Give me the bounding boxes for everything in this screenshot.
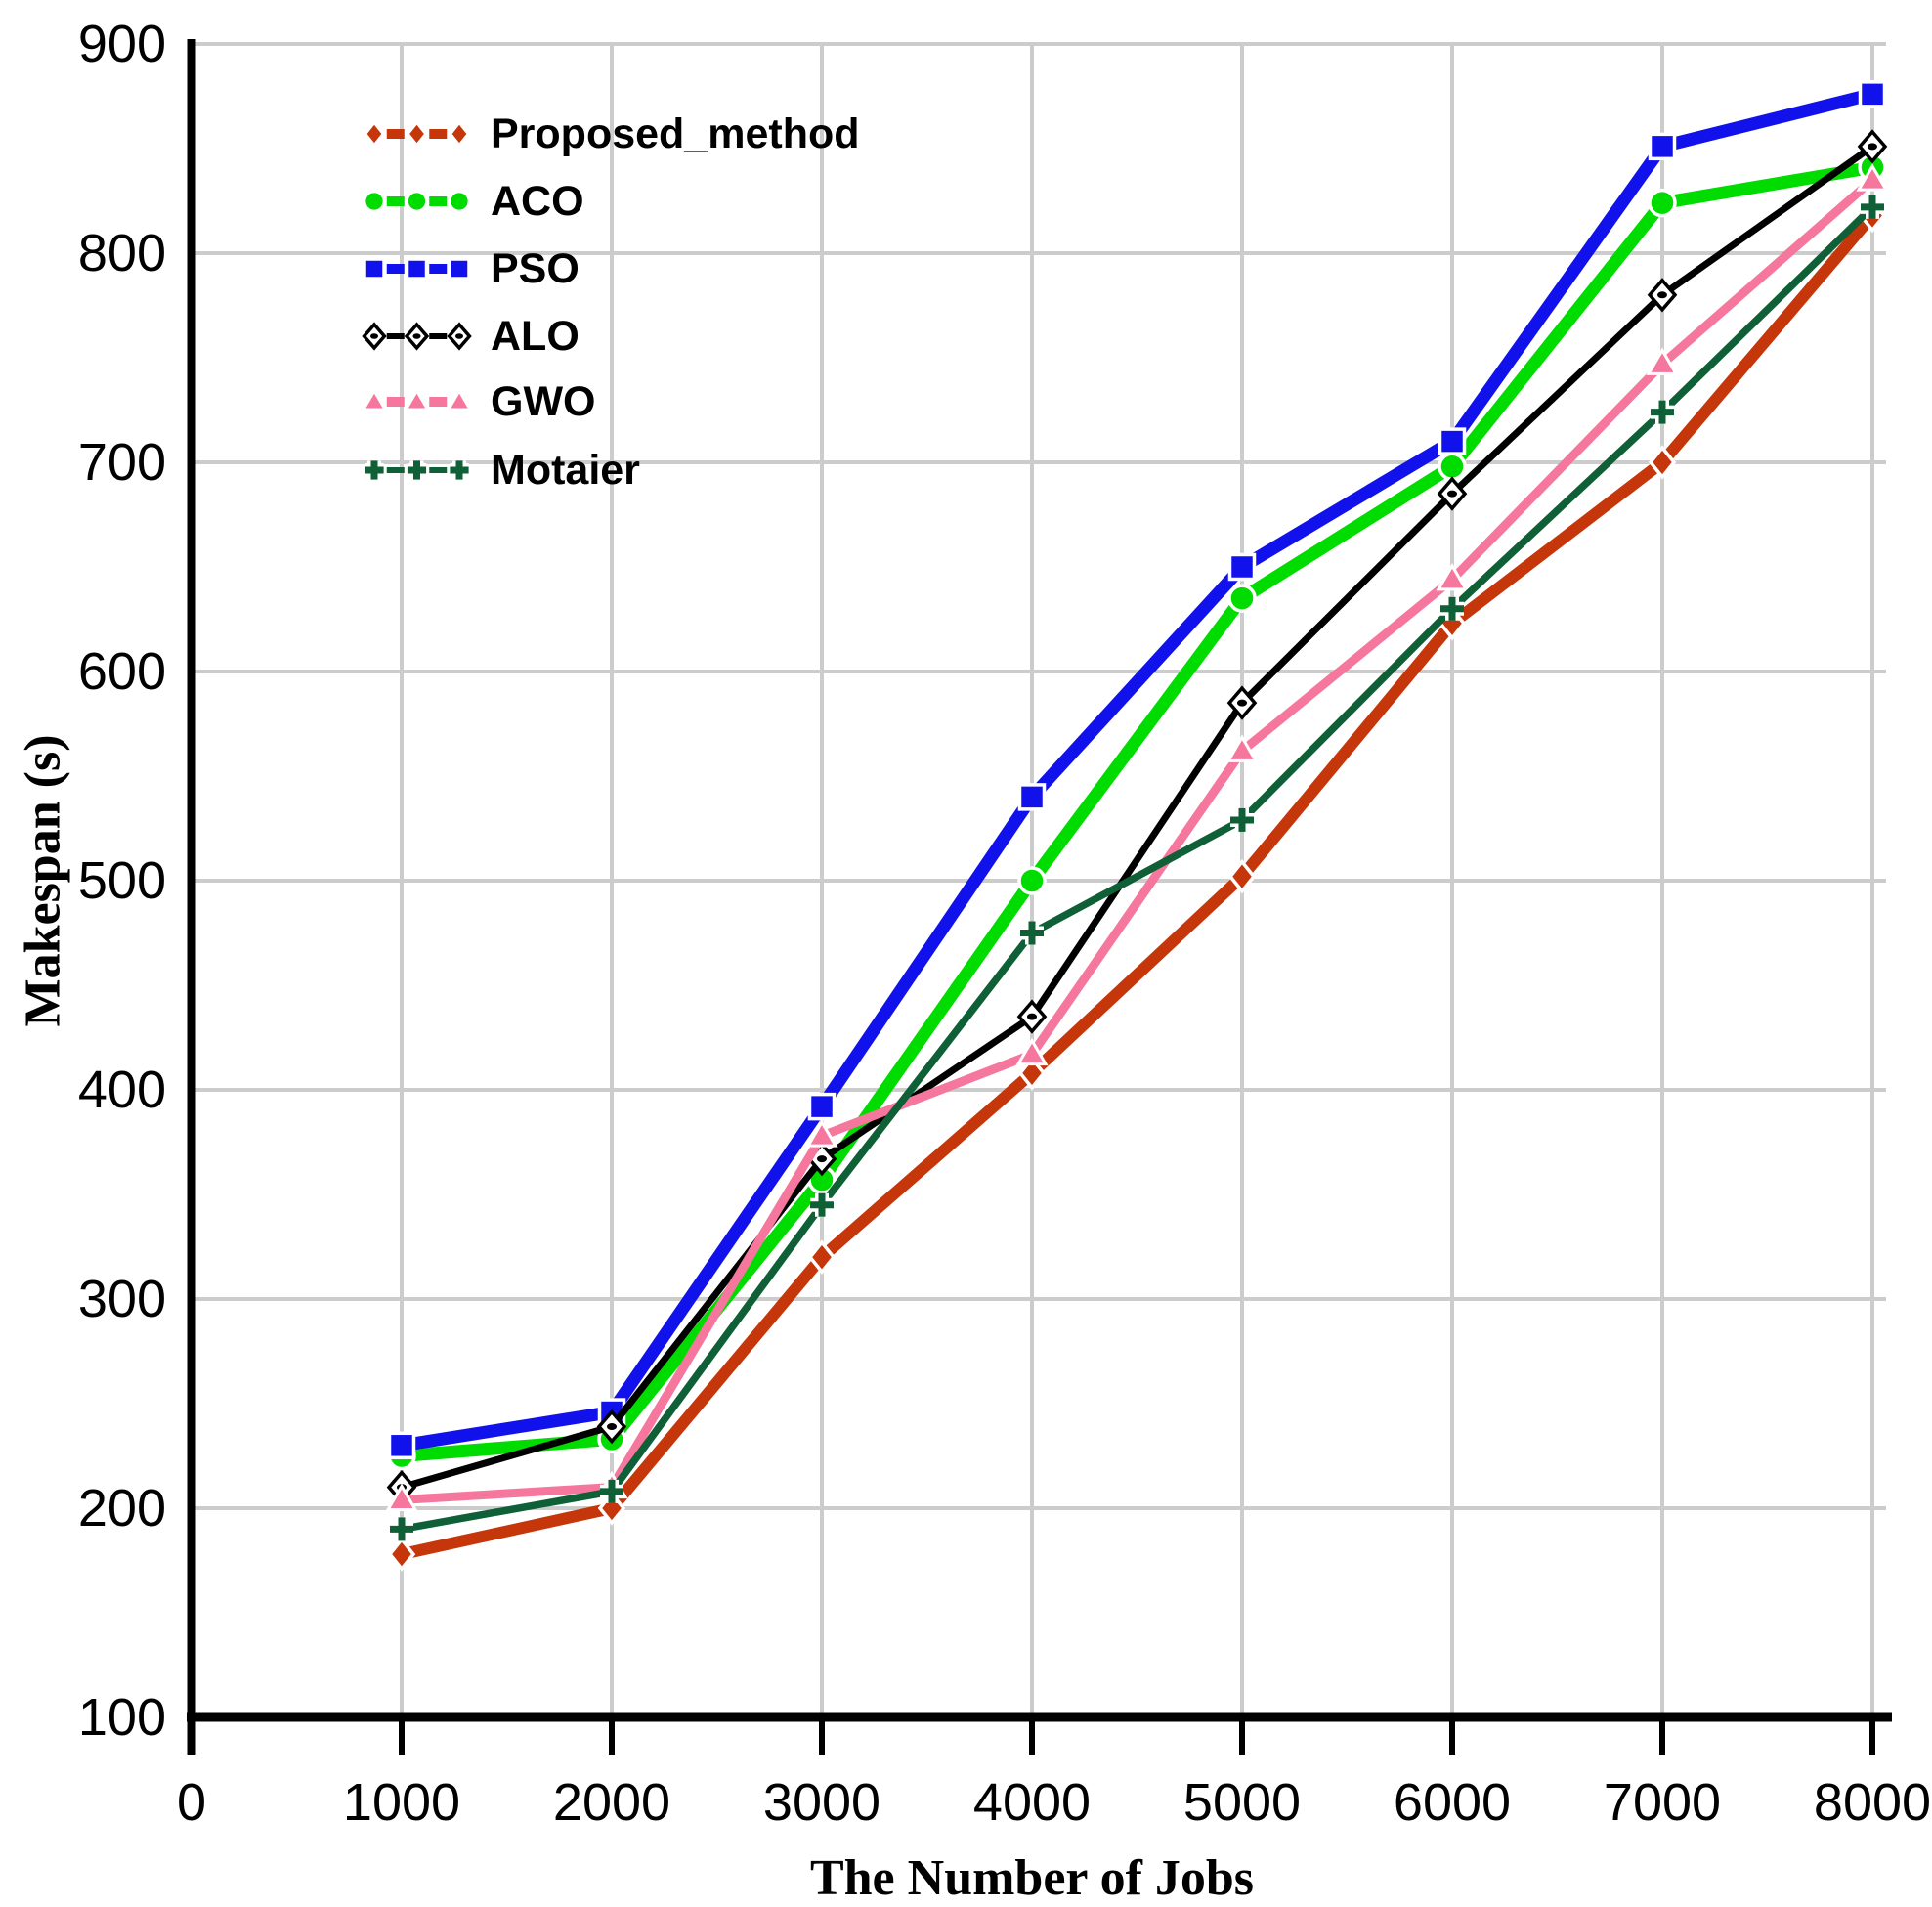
marker-square <box>807 1092 837 1121</box>
marker-diamond <box>1227 858 1257 894</box>
legend-label-PSO: PSO <box>491 245 580 292</box>
legend-label-GWO: GWO <box>491 378 595 425</box>
marker-diamond <box>387 1537 416 1572</box>
x-tick-label: 4000 <box>973 1773 1091 1832</box>
marker-circle <box>447 189 472 214</box>
marker-square <box>387 1431 416 1460</box>
x-tick-label: 5000 <box>1183 1773 1301 1832</box>
marker-circle <box>362 189 387 214</box>
series-GWO <box>385 163 1889 1511</box>
marker-triangle <box>1856 163 1889 192</box>
marker-circle <box>1438 452 1467 482</box>
legend-label-ACO: ACO <box>491 178 584 225</box>
legend-item-PSO: PSO <box>363 245 580 292</box>
y-tick-label: 600 <box>78 642 166 701</box>
marker-square <box>1438 427 1467 455</box>
marker-triangle <box>361 387 388 412</box>
series-line-GWO <box>401 176 1875 1504</box>
marker-square <box>1017 783 1047 811</box>
x-tick-label: 6000 <box>1394 1773 1511 1832</box>
x-tick-label: 7000 <box>1604 1773 1721 1832</box>
marker-triangle <box>1225 734 1259 762</box>
marker-dot <box>817 1155 827 1163</box>
series-line-ALO <box>401 144 1875 1491</box>
legend-item-ACO: ACO <box>362 178 584 225</box>
marker-triangle <box>1436 562 1469 591</box>
series-line-Proposed_method <box>400 211 1877 1560</box>
x-tick-label: 1000 <box>343 1773 460 1832</box>
y-tick-label: 200 <box>78 1479 166 1538</box>
marker-dot <box>607 1423 617 1431</box>
y-tick-label: 900 <box>78 15 166 73</box>
legend-label-Proposed_method: Proposed_method <box>491 110 860 157</box>
series-line-ACO <box>401 160 1874 1462</box>
x-tick-label: 2000 <box>553 1773 670 1832</box>
marker-triangle <box>1646 347 1679 375</box>
y-tick-label: 800 <box>78 224 166 282</box>
x-tick-label: 8000 <box>1814 1773 1931 1832</box>
y-tick-label: 300 <box>78 1270 166 1328</box>
marker-square <box>448 257 471 281</box>
marker-dot <box>455 333 463 339</box>
series-line-PSO <box>400 88 1874 1452</box>
y-tick-label: 100 <box>78 1688 166 1747</box>
marker-circle <box>1648 188 1677 218</box>
marker-diamond <box>807 1239 837 1276</box>
y-tick-label: 500 <box>78 851 166 910</box>
marker-dot <box>1237 699 1247 707</box>
legend-item-GWO: GWO <box>361 378 595 425</box>
marker-diamond <box>405 119 429 149</box>
legend-item-ALO: ALO <box>362 313 580 360</box>
marker-dot <box>1447 490 1457 498</box>
series-Motaier <box>390 195 1884 1541</box>
marker-dot <box>370 333 378 339</box>
marker-square <box>1648 132 1677 161</box>
marker-square <box>363 257 386 281</box>
marker-dot <box>1027 1013 1037 1020</box>
marker-triangle <box>1015 1037 1049 1066</box>
marker-diamond <box>448 119 471 149</box>
series-line-Motaier <box>401 204 1875 1534</box>
marker-square <box>1858 80 1887 108</box>
marker-circle <box>1227 584 1257 613</box>
x-tick-label: 0 <box>177 1773 206 1832</box>
legend-item-Proposed_method: Proposed_method <box>363 110 860 157</box>
marker-triangle <box>385 1483 418 1511</box>
legend-label-Motaier: Motaier <box>491 447 640 494</box>
marker-square <box>405 257 429 281</box>
marker-diamond <box>363 119 386 149</box>
marker-dot <box>412 333 421 339</box>
marker-dot <box>1657 291 1667 299</box>
marker-triangle <box>805 1119 838 1148</box>
y-tick-label: 400 <box>78 1061 166 1119</box>
marker-triangle <box>446 387 473 412</box>
legend: Proposed_method ACO PSO ALO GWO Motaier <box>361 110 860 494</box>
y-axis-title: Makespan (s) <box>15 734 71 1027</box>
x-tick-label: 3000 <box>763 1773 880 1832</box>
marker-square <box>1227 552 1257 582</box>
y-tick-label: 700 <box>78 433 166 492</box>
marker-circle <box>405 189 429 214</box>
marker-triangle <box>403 387 431 412</box>
axes <box>187 39 1892 1755</box>
marker-circle <box>1017 866 1047 895</box>
x-axis-title: The Number of Jobs <box>809 1850 1255 1906</box>
marker-dot <box>1868 143 1877 151</box>
legend-item-Motaier: Motaier <box>365 447 640 494</box>
marker-diamond <box>1017 1056 1047 1091</box>
tick-labels: 100 200 300 400 500 600 700 800 900 0 1000 2000 3000… <box>78 15 1931 1832</box>
marker-diamond <box>1648 445 1677 480</box>
legend-label-ALO: ALO <box>491 313 580 360</box>
